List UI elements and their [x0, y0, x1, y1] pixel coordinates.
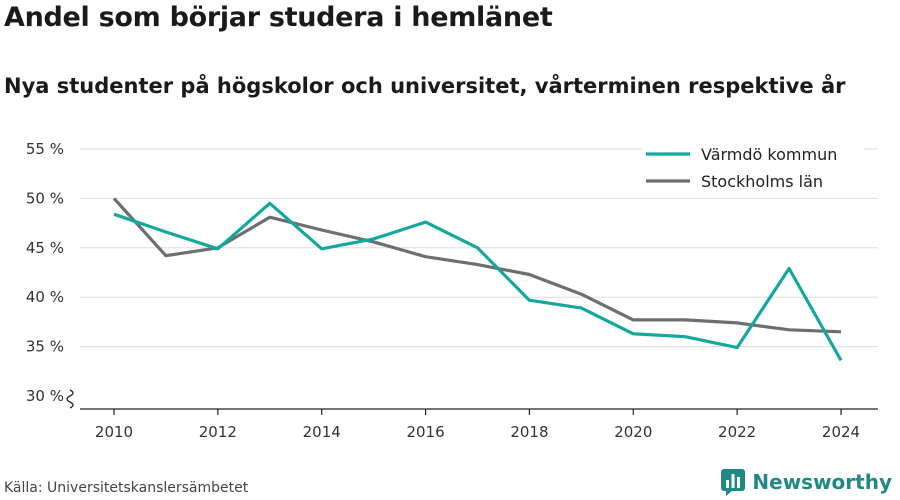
chart-subtitle: Nya studenter på högskolor och universit…: [4, 74, 846, 98]
series-line-0: [113, 201, 843, 362]
x-tick-label: 2024: [822, 423, 860, 441]
y-tick-label: 50 %: [26, 189, 64, 207]
x-tick-label: 2016: [406, 423, 444, 441]
source-note: Källa: Universitetskanslersämbetet: [4, 480, 249, 496]
y-tick-label: 30 %: [26, 387, 64, 405]
brand-name: Newsworthy: [752, 470, 892, 494]
x-tick-label: 2020: [614, 423, 652, 441]
line-chart: 30 % 35 % 40 % 45 % 50 % 55 % 2010 2012 2014 2016…: [26, 140, 878, 441]
series-lines: [112, 197, 843, 362]
x-tick-label: 2022: [718, 423, 756, 441]
y-tick-label: 40 %: [26, 288, 64, 306]
x-tick-label: 2012: [199, 423, 237, 441]
axis-break-icon: [66, 389, 74, 409]
y-tick-label: 45 %: [26, 239, 64, 257]
y-tick-label: 55 %: [26, 140, 64, 158]
newsworthy-logo-icon: [721, 469, 746, 496]
legend: Värmdö kommun Stockholms län: [642, 140, 864, 196]
x-tick-label: 2010: [95, 423, 133, 441]
legend-label: Stockholms län: [701, 172, 823, 191]
legend-label: Värmdö kommun: [701, 145, 837, 164]
axes: 30 % 35 % 40 % 45 % 50 % 55 % 2010 2012 2014 2016…: [26, 140, 878, 441]
brand-logo: Newsworthy: [720, 468, 892, 496]
y-tick-label: 35 %: [26, 338, 64, 356]
chart-title: Andel som börjar studera i hemlänet: [4, 2, 553, 33]
series-line-1: [112, 197, 842, 334]
x-tick-label: 2018: [510, 423, 548, 441]
legend-background: [642, 140, 864, 196]
x-tick-label: 2014: [303, 423, 341, 441]
